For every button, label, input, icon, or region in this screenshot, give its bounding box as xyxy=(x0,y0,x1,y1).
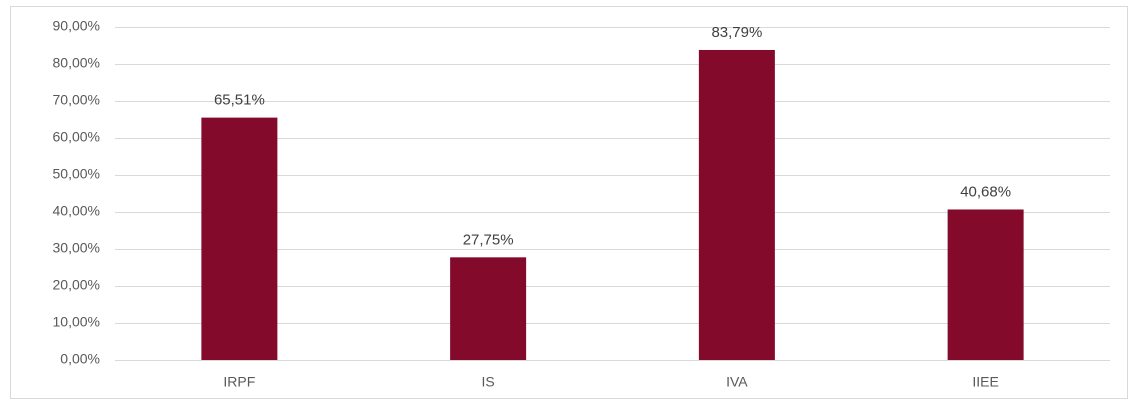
chart-border xyxy=(10,6,1128,399)
y-tick-label: 50,00% xyxy=(53,166,100,182)
bar xyxy=(201,117,278,360)
y-tick-label: 20,00% xyxy=(53,277,100,293)
value-label: 40,68% xyxy=(960,183,1011,200)
y-tick-label: 80,00% xyxy=(53,55,100,71)
x-tick-label: IRPF xyxy=(223,374,255,390)
bar xyxy=(947,209,1024,360)
y-tick-label: 40,00% xyxy=(53,203,100,219)
value-label: 65,51% xyxy=(214,92,265,109)
y-tick-label: 90,00% xyxy=(53,18,100,34)
value-label: 83,79% xyxy=(711,24,762,41)
y-tick-label: 60,00% xyxy=(53,129,100,145)
bar xyxy=(450,257,527,360)
y-tick-label: 70,00% xyxy=(53,92,100,108)
x-tick-label: IIEE xyxy=(972,374,998,390)
y-tick-label: 30,00% xyxy=(53,240,100,256)
y-tick-label: 10,00% xyxy=(53,314,100,330)
bar xyxy=(698,49,775,361)
value-label: 27,75% xyxy=(463,231,514,248)
x-tick-label: IVA xyxy=(726,374,748,390)
x-tick-label: IS xyxy=(482,374,495,390)
y-tick-label: 0,00% xyxy=(60,351,100,367)
